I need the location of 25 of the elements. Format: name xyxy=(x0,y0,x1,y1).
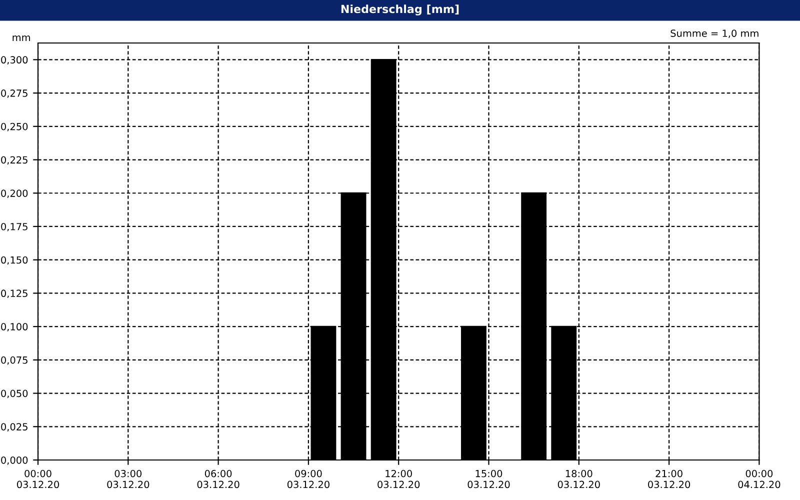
x-tick-label: 00:00 03.12.20 xyxy=(16,470,59,488)
y-tick-label: 0,050 xyxy=(1,390,28,398)
y-tick-label: 0,175 xyxy=(1,222,28,232)
x-tick-label: 12:00 03.12.20 xyxy=(378,470,420,488)
y-tick-label: 0,300 xyxy=(1,56,28,65)
x-tick-label: 09:00 03.12.20 xyxy=(287,470,330,488)
y-tick-label: 0,125 xyxy=(1,290,28,298)
y-tick-label: 0,075 xyxy=(1,356,28,365)
y-tick-label: 0,250 xyxy=(1,122,28,132)
y-tick-label: 0,025 xyxy=(1,423,28,432)
y-tick-label: 0,150 xyxy=(1,256,28,265)
chart-title: Niederschlag [mm] xyxy=(341,4,459,16)
text: Summe = 1,0 mm xyxy=(670,30,758,38)
x-tick-label: 15:00 03.12.20 xyxy=(468,470,510,488)
y-tick-label: 0,200 xyxy=(1,190,28,198)
x-tick-label: 03:00 03.12.20 xyxy=(107,470,150,488)
y-tick-label: 0,275 xyxy=(1,90,28,98)
y-tick-label: 0,000 xyxy=(1,456,28,465)
y-tick-label: 0,225 xyxy=(1,156,28,165)
x-tick-label: 00:00 04.12.20 xyxy=(738,470,780,488)
x-tick-label: 18:00 03.12.20 xyxy=(558,470,600,488)
x-tick-label: 06:00 03.12.20 xyxy=(197,470,240,488)
y-axis-title: mm xyxy=(12,36,30,41)
x-tick-label: 21:00 03.12.20 xyxy=(648,470,690,488)
y-tick-label: 0,100 xyxy=(1,323,28,332)
